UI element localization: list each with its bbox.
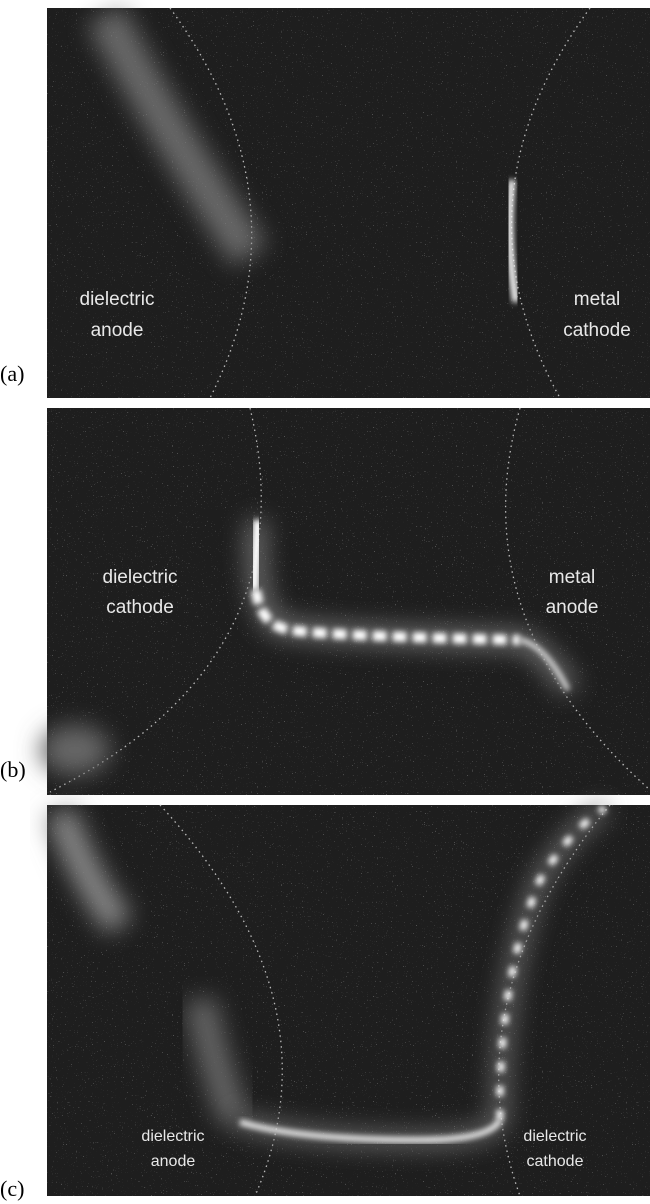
panel-c: dielectric anode dielectric cathode (c) bbox=[0, 805, 650, 1201]
panel-b: dielectric cathode metal anode (b) bbox=[0, 408, 650, 795]
electrode-label: dielectric bbox=[80, 289, 155, 310]
electrode-label: anode bbox=[91, 320, 144, 341]
panel-a: dielectric anode metal cathode (a) bbox=[0, 8, 650, 398]
electrode-label: cathode bbox=[563, 320, 631, 341]
panel-label: (b) bbox=[0, 757, 26, 782]
diffuse-glow bbox=[40, 725, 110, 775]
electrode-label: anode bbox=[546, 597, 599, 618]
cathode-glow bbox=[254, 520, 258, 590]
page: dielectric anode metal cathode (a) diele… bbox=[0, 0, 650, 1204]
electrode-label: anode bbox=[151, 1153, 196, 1170]
electrode-label: cathode bbox=[106, 597, 174, 618]
electrode-label: cathode bbox=[527, 1153, 584, 1170]
electrode-label: dielectric bbox=[103, 567, 178, 588]
figure: dielectric anode metal cathode (a) diele… bbox=[0, 0, 650, 1204]
electrode-label: metal bbox=[549, 567, 595, 588]
electrode-label: metal bbox=[574, 289, 620, 310]
panel-label: (a) bbox=[0, 361, 24, 386]
electrode-label: dielectric bbox=[141, 1128, 204, 1145]
panel-label: (c) bbox=[0, 1176, 24, 1201]
electrode-label: dielectric bbox=[523, 1128, 586, 1145]
